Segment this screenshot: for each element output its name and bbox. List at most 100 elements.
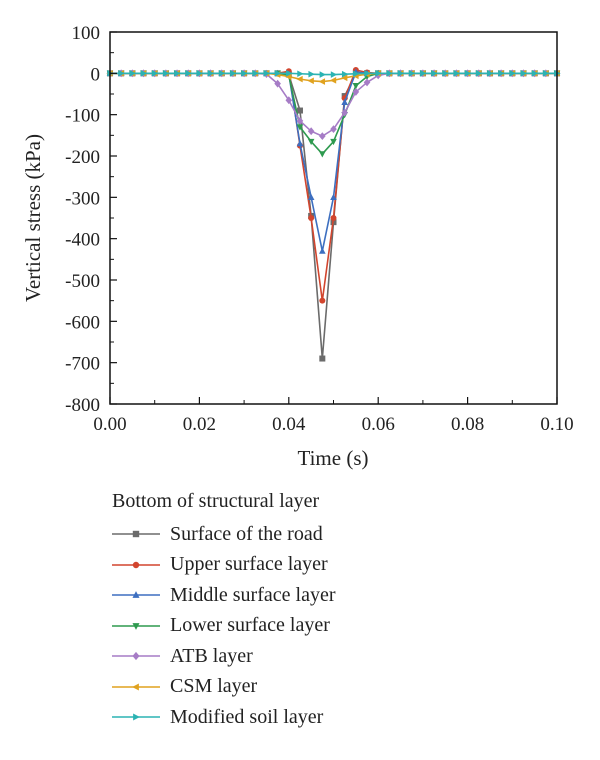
x-tick-label: 0.00 xyxy=(93,414,126,435)
data-point xyxy=(140,70,148,77)
x-tick-label: 0.02 xyxy=(183,414,216,435)
data-point xyxy=(307,77,314,85)
data-point xyxy=(531,70,539,77)
data-point xyxy=(420,70,427,77)
legend-swatch xyxy=(112,683,160,691)
data-point xyxy=(285,73,292,80)
data-point xyxy=(409,70,416,77)
data-point xyxy=(330,138,337,146)
legend: Bottom of structural layer Surface of th… xyxy=(112,490,335,733)
data-point xyxy=(341,98,348,105)
data-point xyxy=(185,70,192,77)
y-tick-label: -300 xyxy=(65,188,100,209)
legend-label: Upper surface layer xyxy=(170,553,328,576)
data-point xyxy=(152,70,159,77)
legend-item: Surface of the road xyxy=(112,519,335,550)
data-point xyxy=(319,151,326,158)
data-point xyxy=(352,88,360,96)
legend-label: Modified soil layer xyxy=(170,705,324,728)
legend-label: CSM layer xyxy=(170,675,258,698)
data-point xyxy=(341,108,348,117)
data-point xyxy=(163,70,170,77)
data-point xyxy=(308,215,315,221)
data-point xyxy=(520,70,528,77)
y-tick-label: -600 xyxy=(65,312,100,333)
y-tick-label: -100 xyxy=(65,106,100,127)
data-point xyxy=(476,70,483,77)
data-point xyxy=(319,247,326,254)
series-layer xyxy=(106,67,561,362)
legend-label: ATB layer xyxy=(170,644,253,667)
y-tick-label: -700 xyxy=(65,354,100,375)
data-point xyxy=(487,70,494,77)
data-point xyxy=(319,132,326,141)
data-point xyxy=(307,138,315,146)
data-point xyxy=(296,124,304,131)
series-line xyxy=(110,69,557,302)
data-point xyxy=(453,70,461,77)
series-modified-soil-layer xyxy=(107,70,561,78)
data-point xyxy=(174,70,181,77)
data-point xyxy=(397,70,405,77)
data-point xyxy=(318,78,326,85)
legend-item: Modified soil layer xyxy=(112,702,335,733)
legend-item: Upper surface layer xyxy=(112,550,335,581)
data-point xyxy=(296,107,303,114)
data-point xyxy=(319,297,326,304)
data-point xyxy=(498,70,505,77)
legend-swatch xyxy=(112,652,160,661)
data-point xyxy=(118,70,125,77)
x-tick-label: 0.04 xyxy=(272,414,306,435)
data-point xyxy=(364,70,371,77)
data-point xyxy=(329,77,337,84)
y-tick-label: 0 xyxy=(91,64,101,85)
data-point xyxy=(330,125,337,134)
data-point xyxy=(543,70,550,77)
data-point xyxy=(464,70,472,77)
data-point xyxy=(319,355,326,362)
legend-item: Lower surface layer xyxy=(112,611,335,642)
series-lower-surface-layer xyxy=(106,70,561,158)
data-point xyxy=(274,70,282,77)
legend-swatch xyxy=(112,531,160,538)
data-point xyxy=(307,193,315,201)
data-point xyxy=(263,70,271,77)
data-point xyxy=(308,70,315,78)
axis-ticks: 0.00 0.02 0.04 0.06 0.08 0.10 100 0 -100 -200 -300… xyxy=(65,23,573,435)
x-axis-title: Time (s) xyxy=(298,446,369,470)
y-tick-label: -200 xyxy=(65,147,100,168)
data-point xyxy=(442,70,449,77)
legend-items: Surface of the road Upper surface layer Mi… xyxy=(112,519,335,733)
data-point xyxy=(252,70,259,77)
data-point xyxy=(296,75,303,83)
data-point xyxy=(296,140,304,147)
legend-item: ATB layer xyxy=(112,641,335,672)
data-point xyxy=(285,96,293,105)
data-point xyxy=(330,71,338,78)
data-point xyxy=(341,74,348,82)
data-point xyxy=(386,70,393,77)
data-point xyxy=(286,70,293,77)
data-point xyxy=(219,70,226,77)
data-point xyxy=(363,78,371,87)
data-point xyxy=(330,215,337,221)
legend-label: Lower surface layer xyxy=(170,614,330,637)
legend-label: Middle surface layer xyxy=(170,583,336,606)
x-tick-label: 0.06 xyxy=(362,414,395,435)
data-point xyxy=(196,70,203,77)
y-tick-label: 100 xyxy=(72,23,101,44)
x-tick-label: 0.08 xyxy=(451,414,484,435)
data-point xyxy=(509,70,516,77)
data-point xyxy=(319,71,326,78)
data-point xyxy=(296,116,304,125)
legend-swatch xyxy=(112,591,160,599)
legend-swatch xyxy=(112,713,160,721)
legend-item: Middle surface layer xyxy=(112,580,335,611)
data-point xyxy=(330,193,337,201)
y-axis-title: Vertical stress (kPa) xyxy=(21,134,45,302)
x-tick-label: 0.10 xyxy=(540,414,573,435)
data-point xyxy=(207,70,215,77)
data-point xyxy=(374,71,382,80)
y-tick-label: -500 xyxy=(65,271,100,292)
legend-swatch xyxy=(112,561,160,568)
